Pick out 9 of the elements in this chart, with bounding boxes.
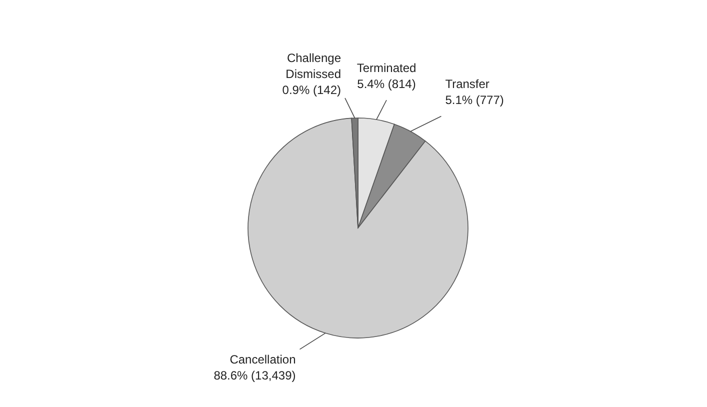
data-label: 88.6% (13,439) [214, 368, 296, 382]
slice-label: Terminated [356, 61, 416, 76]
data-label: 5.4% (814) [357, 77, 416, 92]
pie-slice [248, 118, 468, 338]
slice-label: Transfer [445, 77, 490, 92]
data-label: 0.9% (142) [282, 83, 341, 98]
slice-label: Challenge Dismissed [286, 51, 342, 82]
slice-label: Cancellation [230, 352, 296, 366]
data-label: 5.1% (777) [445, 93, 504, 108]
